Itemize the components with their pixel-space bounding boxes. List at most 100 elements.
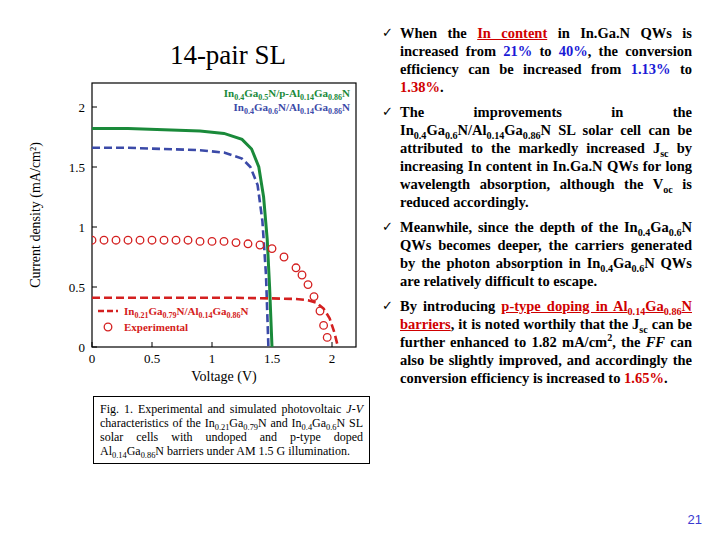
data-point bbox=[160, 236, 168, 244]
text-run: FF bbox=[646, 334, 665, 350]
data-point bbox=[320, 322, 328, 330]
bullet-item: By introducing p-type doping in Al0.14Ga… bbox=[380, 297, 692, 387]
legend-item: Experimental bbox=[104, 321, 188, 333]
legend-label-part: N/Al bbox=[176, 305, 198, 317]
text-run: Fig. 1. Experimental and simulated photo… bbox=[100, 402, 346, 416]
text-run: 0.14 bbox=[628, 306, 646, 317]
plot-area bbox=[92, 129, 338, 347]
x-tick-label: 0.5 bbox=[144, 351, 160, 366]
x-tick-label: 0 bbox=[89, 351, 96, 366]
data-point bbox=[124, 236, 132, 244]
legend-label: Experimental bbox=[124, 321, 188, 333]
text-run: 0.4 bbox=[600, 263, 613, 274]
data-point bbox=[220, 238, 228, 246]
text-run: Ga bbox=[645, 298, 664, 314]
bullet-item: The improvements in the In0.4Ga0.6N/Al0.… bbox=[380, 103, 692, 211]
x-tick bbox=[152, 342, 153, 347]
legend-label-part: 0.86 bbox=[328, 93, 342, 102]
legend-item: In0.4Ga0.5N/p-Al0.14Ga0.86N bbox=[224, 87, 350, 102]
legend-label-part: 0.79 bbox=[162, 311, 176, 320]
legend-label-part: Ga bbox=[254, 101, 269, 113]
legend-label-part: 0.86 bbox=[328, 107, 342, 116]
slide-title: 14-pair SL bbox=[128, 40, 328, 71]
x-axis-label: Voltage (V) bbox=[191, 369, 257, 385]
text-run: Ga bbox=[229, 416, 243, 430]
y-tick-label: 1 bbox=[79, 220, 86, 235]
text-run: . bbox=[664, 370, 668, 386]
text-run: N/Al bbox=[458, 122, 487, 138]
text-run: Meanwhile, since the depth of the In bbox=[400, 219, 638, 235]
y-tick bbox=[92, 287, 97, 288]
series-line bbox=[92, 298, 338, 347]
legend-label-part: Ga bbox=[148, 305, 163, 317]
bullet-item: When the In content in In.Ga.N QWs is in… bbox=[380, 24, 692, 96]
figure-caption: Fig. 1. Experimental and simulated photo… bbox=[93, 396, 370, 464]
y-tick-label: 1.5 bbox=[69, 160, 85, 175]
text-run: 40% bbox=[559, 43, 588, 59]
page-number: 21 bbox=[672, 512, 702, 527]
y-tick-label: 2 bbox=[79, 100, 86, 115]
text-run: N and In bbox=[258, 416, 302, 430]
text-run: oc bbox=[663, 184, 673, 195]
text-run: , the bbox=[612, 334, 645, 350]
text-run: J-V bbox=[346, 402, 363, 416]
y-tick-label: 0 bbox=[79, 340, 86, 355]
legend-label-part: 0.21 bbox=[134, 311, 148, 320]
data-point bbox=[196, 238, 204, 246]
data-point bbox=[172, 236, 180, 244]
legend-label-part: 0.4 bbox=[244, 107, 254, 116]
data-point bbox=[112, 236, 120, 244]
text-run: 0.86 bbox=[523, 130, 541, 141]
legend-label-part: In bbox=[124, 305, 134, 317]
y-tick bbox=[92, 167, 97, 168]
text-run: 1.65% bbox=[624, 370, 664, 386]
text-run: In content bbox=[477, 25, 547, 41]
legend-label-part: Ga bbox=[212, 305, 227, 317]
data-point bbox=[208, 238, 216, 246]
data-point bbox=[316, 307, 324, 315]
text-run: characteristics of the In bbox=[100, 416, 215, 430]
text-run: 1.38% bbox=[400, 79, 440, 95]
plot-frame bbox=[92, 83, 356, 347]
legend-label-part: N bbox=[342, 101, 350, 113]
data-point bbox=[136, 236, 144, 244]
text-run: 1.13% bbox=[631, 61, 671, 77]
text-run: Ga bbox=[613, 255, 632, 271]
legend-label: In0.21Ga0.79N/Al0.14Ga0.86N bbox=[124, 305, 249, 320]
text-run: 0.14 bbox=[112, 451, 127, 460]
y-tick bbox=[92, 107, 97, 108]
bullet-item: Meanwhile, since the depth of the In0.4G… bbox=[380, 218, 692, 290]
legend-label-part: 0.14 bbox=[198, 311, 212, 320]
text-run: 0.6 bbox=[632, 263, 645, 274]
legend-item: In0.21Ga0.79N/Al0.14Ga0.86N bbox=[98, 305, 249, 320]
text-run: 0.86 bbox=[664, 306, 682, 317]
legend-label-part: Ga bbox=[244, 87, 259, 99]
y-tick-label: 0.5 bbox=[69, 280, 85, 295]
legend-swatch bbox=[104, 323, 112, 331]
text-run: 0.6 bbox=[445, 130, 458, 141]
data-point bbox=[256, 241, 264, 249]
legend-label-part: 0.86 bbox=[227, 311, 241, 320]
legend-label: In0.4Ga0.6N/Al0.14Ga0.86N bbox=[234, 101, 351, 116]
data-point bbox=[292, 264, 300, 272]
x-tick bbox=[332, 342, 333, 347]
text-run: 21% bbox=[503, 43, 532, 59]
x-tick-label: 2 bbox=[329, 351, 336, 366]
legend-label-part: 0.14 bbox=[300, 93, 314, 102]
text-run: , it is noted worthily that the J bbox=[451, 316, 640, 332]
text-run: sc bbox=[660, 148, 668, 159]
y-tick bbox=[92, 227, 97, 228]
legend-label-part: Experimental bbox=[124, 321, 188, 333]
text-run: When the bbox=[400, 25, 477, 41]
x-tick-label: 1 bbox=[209, 351, 216, 366]
legend-label-part: N/Al bbox=[278, 101, 300, 113]
data-point bbox=[310, 293, 318, 301]
legend-label-part: In bbox=[234, 101, 244, 113]
text-run: Ga bbox=[426, 122, 445, 138]
text-run: Ga bbox=[650, 219, 669, 235]
text-run: Ga bbox=[127, 444, 141, 458]
x-tick-label: 1.5 bbox=[264, 351, 280, 366]
data-point bbox=[298, 271, 306, 279]
text-run: By introducing bbox=[400, 298, 501, 314]
text-run: sc bbox=[639, 324, 647, 335]
